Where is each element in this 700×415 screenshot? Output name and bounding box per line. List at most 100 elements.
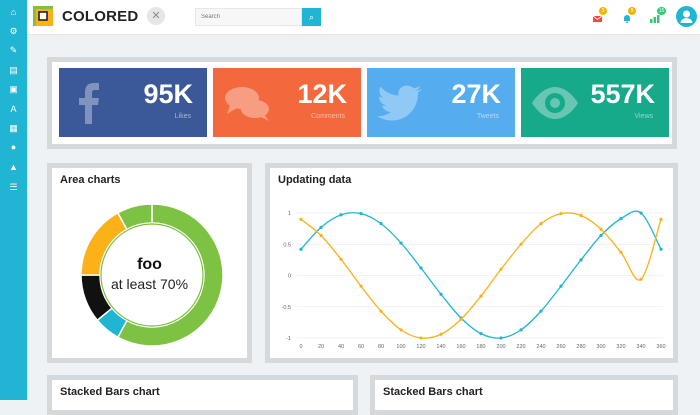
warning-icon[interactable]: ▲ <box>9 162 18 172</box>
y-tick-label: 0 <box>288 274 291 280</box>
edit-icon[interactable]: ✎ <box>9 45 18 55</box>
data-point <box>599 233 603 238</box>
x-tick-label: 320 <box>616 344 625 350</box>
data-point <box>639 211 643 215</box>
stacked-bars-panel-left: Stacked Bars chart <box>47 375 358 415</box>
x-tick-label: 340 <box>636 344 645 350</box>
twitter-icon <box>377 85 422 121</box>
data-point <box>619 217 623 221</box>
stat-comments: 12K Comments <box>213 68 361 137</box>
x-tick-label: 60 <box>358 344 364 350</box>
donut-title: foo <box>137 256 162 273</box>
stat-value: 12K <box>297 79 347 109</box>
data-point <box>439 292 443 296</box>
panel-title: Stacked Bars chart <box>383 386 483 398</box>
messages-count: 3 <box>599 7 607 15</box>
data-point <box>559 212 563 216</box>
x-tick-label: 260 <box>556 344 565 350</box>
data-point <box>519 242 523 246</box>
x-tick-label: 180 <box>476 344 485 350</box>
data-point <box>579 213 583 218</box>
data-point <box>519 328 523 332</box>
data-point <box>339 257 343 261</box>
data-point <box>299 217 303 221</box>
donut-slice <box>116 203 153 231</box>
data-point <box>559 284 563 288</box>
data-point <box>399 241 403 245</box>
envelope-icon <box>592 15 603 22</box>
stats-count: 15 <box>657 7 666 15</box>
x-tick-label: 300 <box>596 344 605 350</box>
table-icon[interactable]: ▦ <box>9 123 18 133</box>
home-icon[interactable]: ⌂ <box>10 7 17 17</box>
series-line <box>300 210 662 339</box>
data-point <box>619 250 623 254</box>
list-icon[interactable]: ☰ <box>9 182 18 192</box>
top-bar: COLORED ✕ ⌕ 3 9 15 <box>27 0 700 35</box>
stat-label: Tweets <box>476 113 499 120</box>
data-point <box>539 309 543 313</box>
donut-chart <box>80 203 224 347</box>
cogs-icon[interactable]: ⚙ <box>9 26 18 36</box>
data-point <box>379 222 383 226</box>
stat-value: 557K <box>590 79 655 109</box>
x-tick-label: 240 <box>536 344 545 350</box>
data-point <box>499 267 503 271</box>
stat-label: Likes <box>174 113 191 120</box>
x-tick-label: 40 <box>338 344 344 350</box>
x-tick-label: 80 <box>378 344 384 350</box>
document-icon[interactable]: ▤ <box>9 65 18 75</box>
search-button[interactable]: ⌕ <box>302 8 321 26</box>
data-point <box>319 225 323 229</box>
x-tick-label: 220 <box>516 344 525 350</box>
messages-button[interactable]: 3 <box>592 7 607 22</box>
stat-views: 557K Views <box>521 68 669 137</box>
data-point <box>359 284 363 288</box>
stat-label: Views <box>634 113 653 120</box>
data-point <box>319 233 323 238</box>
stats-button[interactable]: 15 <box>650 7 666 23</box>
user-icon <box>680 10 693 23</box>
chart-icon <box>650 15 660 23</box>
area-charts-panel: Area charts foo at least 70% <box>47 163 252 363</box>
x-tick-label: 140 <box>436 344 445 350</box>
data-point <box>359 212 363 216</box>
data-point <box>599 227 603 231</box>
y-tick-label: -1 <box>286 336 291 342</box>
stat-value: 95K <box>143 79 193 109</box>
x-tick-label: 100 <box>396 344 405 350</box>
map-marker-icon[interactable]: ● <box>10 142 17 152</box>
updating-data-panel: Updating data 1 0.5 0 -0.5 -1 0 20 40 60 80 100 120… <box>265 163 678 363</box>
sidebar-toggle-button[interactable]: ✕ <box>147 7 165 25</box>
x-tick-label: 20 <box>318 344 324 350</box>
x-tick-label: 200 <box>496 344 505 350</box>
font-icon[interactable]: A <box>10 104 17 114</box>
image-icon[interactable]: ▣ <box>9 84 18 94</box>
stat-value: 27K <box>451 79 501 109</box>
brand-name: COLORED <box>62 8 139 25</box>
alerts-button[interactable]: 9 <box>622 7 636 24</box>
sidebar: ⌂ ⚙ ✎ ▤ ▣ A ▦ ● ▲ ☰ <box>0 0 27 400</box>
panel-title: Stacked Bars chart <box>60 386 160 398</box>
eye-icon <box>532 87 578 119</box>
facebook-icon <box>79 83 99 124</box>
x-tick-label: 120 <box>416 344 425 350</box>
user-avatar[interactable] <box>676 6 697 27</box>
data-point <box>659 217 663 221</box>
data-point <box>399 328 403 332</box>
data-point <box>499 336 503 340</box>
line-chart: 1 0.5 0 -0.5 -1 0 20 40 60 80 100 120 140 160 180 200 22… <box>282 210 666 350</box>
panel-title: Updating data <box>278 174 352 186</box>
search-input[interactable] <box>195 8 302 26</box>
bell-icon <box>624 15 630 24</box>
donut-subtitle: at least 70% <box>110 276 189 292</box>
data-point <box>339 213 343 217</box>
data-point <box>479 294 483 298</box>
logo-icon <box>33 6 53 26</box>
stacked-bars-panel-right: Stacked Bars chart <box>370 375 678 415</box>
comments-icon <box>225 87 269 121</box>
data-point <box>479 332 483 336</box>
data-point <box>659 247 663 251</box>
data-point <box>579 258 583 262</box>
x-tick-label: 160 <box>456 344 465 350</box>
